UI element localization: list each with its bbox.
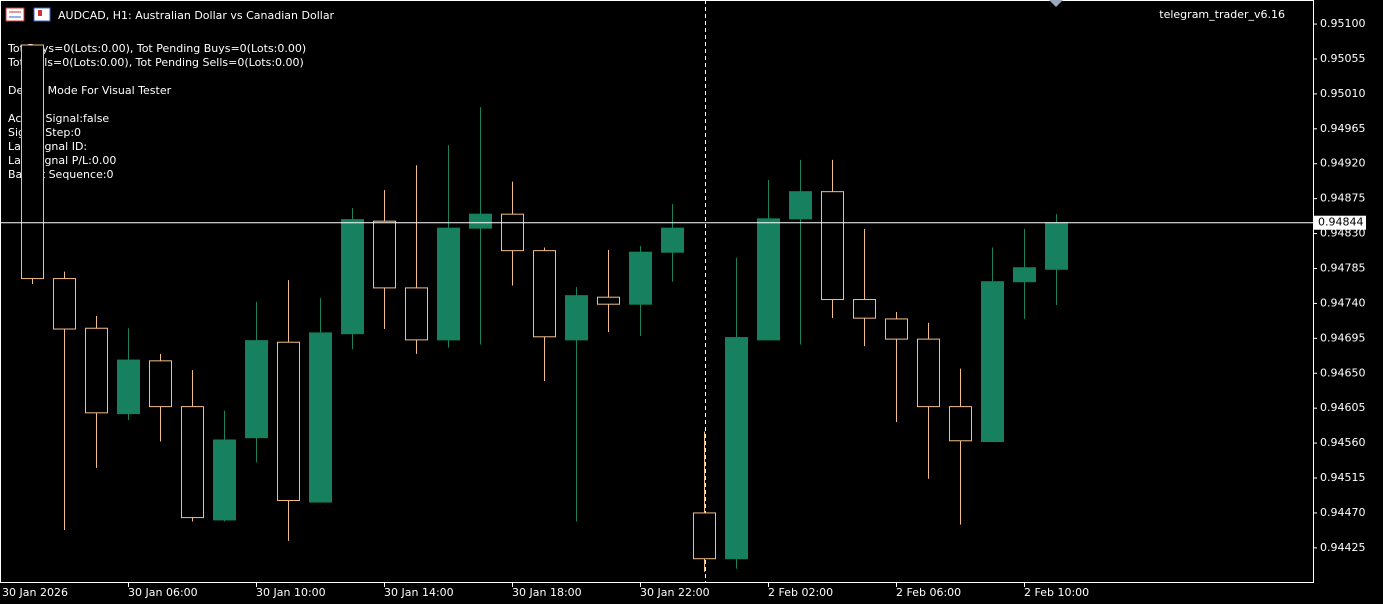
x-tick-label: 30 Jan 10:00 — [256, 586, 326, 599]
toolbar-icons — [5, 7, 51, 22]
candle-body — [661, 227, 684, 253]
y-tick-label: 0.94875 — [1320, 192, 1366, 205]
candle-body — [309, 332, 332, 503]
candle-body — [85, 327, 108, 414]
candle-body — [181, 406, 204, 519]
y-tick-label: 0.94740 — [1320, 296, 1366, 309]
y-tick-label: 0.95010 — [1320, 87, 1366, 100]
candle-body — [213, 439, 236, 521]
candle-body — [885, 318, 908, 340]
info-line: Tot Buys=0(Lots:0.00), Tot Pending Buys=… — [7, 42, 306, 55]
candle-body — [725, 337, 748, 560]
candle-body — [789, 191, 812, 220]
x-tick-label: 30 Jan 06:00 — [128, 586, 198, 599]
candle-body — [949, 406, 972, 442]
candle-body — [437, 227, 460, 341]
icon — [5, 7, 25, 22]
y-tick-label: 0.94785 — [1320, 261, 1366, 274]
candle-body — [533, 250, 556, 338]
y-tick-label: 0.94560 — [1320, 436, 1366, 449]
candle-body — [53, 278, 76, 330]
y-tick-label: 0.94605 — [1320, 401, 1366, 414]
candle-body — [629, 251, 652, 305]
candle-body — [853, 299, 876, 319]
candle-body — [245, 340, 268, 439]
current-price-box — [1314, 215, 1366, 230]
info-line: Last Signal ID: — [8, 140, 87, 153]
candle-body — [981, 281, 1004, 443]
y-tick-label: 0.94425 — [1320, 541, 1366, 554]
y-tick-label: 0.94920 — [1320, 157, 1366, 170]
candle-body — [405, 287, 428, 341]
x-tick-label: 2 Feb 10:00 — [1024, 586, 1089, 599]
candle-body — [341, 219, 364, 335]
candle-body — [373, 220, 396, 289]
candle-body — [693, 512, 716, 560]
x-tick-label: 30 Jan 14:00 — [384, 586, 454, 599]
y-tick-label: 0.95100 — [1320, 17, 1366, 30]
y-tick-label: 0.94830 — [1320, 227, 1366, 240]
candle-body — [821, 191, 844, 301]
candle-body — [149, 360, 172, 408]
chart-title: AUDCAD, H1: Australian Dollar vs Canadia… — [58, 9, 335, 22]
x-start-label: 30 Jan 2026 — [2, 586, 68, 599]
candle-body — [277, 341, 300, 502]
candle-body — [501, 213, 524, 252]
y-tick-label: 0.94965 — [1320, 122, 1366, 135]
y-tick-label: 0.95055 — [1320, 52, 1366, 65]
shift-marker — [1049, 0, 1063, 7]
candle-body — [1013, 267, 1036, 283]
candle-body — [757, 218, 780, 341]
x-tick-label: 30 Jan 22:00 — [640, 586, 710, 599]
y-tick-label: 0.94695 — [1320, 331, 1366, 344]
candle-body — [565, 295, 588, 341]
icon — [38, 10, 42, 16]
x-tick-label: 30 Jan 18:00 — [512, 586, 582, 599]
y-tick-label: 0.94470 — [1320, 506, 1366, 519]
x-tick-label: 2 Feb 02:00 — [768, 586, 833, 599]
info-line: Debug Mode For Visual Tester — [8, 84, 172, 97]
candle-body — [117, 359, 140, 415]
expert-name: telegram_trader_v6.16 — [1159, 8, 1285, 21]
candle-body — [469, 213, 492, 229]
info-line: Tot Sells=0(Lots:0.00), Tot Pending Sell… — [7, 56, 304, 69]
info-line: Signal Step:0 — [8, 126, 81, 139]
candle-body — [917, 338, 940, 408]
y-tick-label: 0.94650 — [1320, 366, 1366, 379]
candle-body — [21, 44, 44, 280]
current-price-label: 0.94844 — [1318, 216, 1364, 229]
y-tick-label: 0.94515 — [1320, 471, 1366, 484]
x-tick-label: 2 Feb 06:00 — [896, 586, 961, 599]
candle-body — [597, 296, 620, 305]
candle-body — [1045, 222, 1068, 270]
